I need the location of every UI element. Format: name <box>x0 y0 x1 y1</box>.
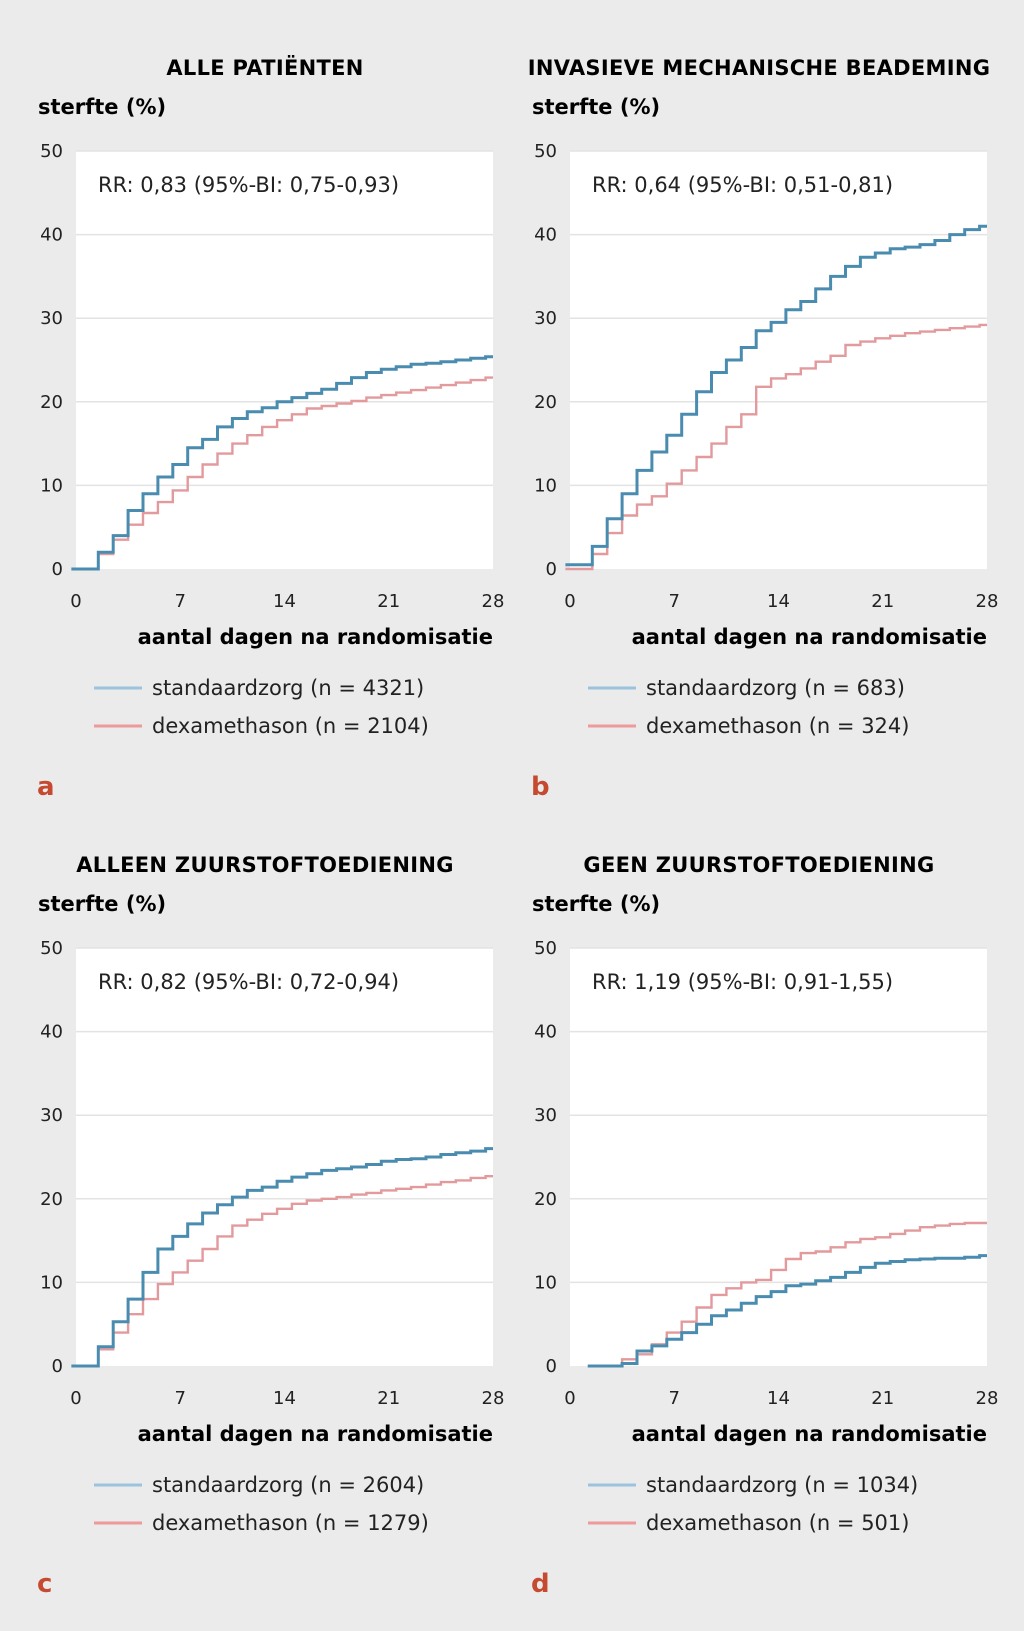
y-tick-label: 50 <box>40 938 63 959</box>
series-line-dexamethason <box>71 376 493 571</box>
x-tick-label: 7 <box>669 591 680 612</box>
plot-area <box>76 151 493 569</box>
panel-title: ALLE PATIËNTEN <box>166 55 363 80</box>
y-tick-label: 0 <box>52 1356 63 1377</box>
x-tick-label: 7 <box>175 591 186 612</box>
chart-panel-c: ALLEEN ZUURSTOFTOEDIENING sterfte (%) 0 10 2… <box>37 853 504 1599</box>
panel-title: GEEN ZUURSTOFTOEDIENING <box>583 853 934 877</box>
panel-title: INVASIEVE MECHANISCHE BEADEMING <box>528 56 991 80</box>
x-tick-label: 21 <box>871 1388 894 1409</box>
panel-letter: d <box>531 1569 550 1599</box>
series-line-standaardzorg <box>565 224 987 567</box>
x-tick-label: 28 <box>976 591 999 612</box>
legend-entry: standaardzorg (n = 1034) <box>646 1473 918 1497</box>
y-tick-label: 10 <box>534 1272 557 1293</box>
x-tick-label: 14 <box>767 591 790 612</box>
plot-area <box>76 948 493 1366</box>
plot-area <box>570 151 987 569</box>
x-tick-label: 7 <box>669 1388 680 1409</box>
legend-entry: standaardzorg (n = 683) <box>646 676 905 700</box>
x-axis-label: aantal dagen na randomisatie <box>138 625 493 649</box>
y-tick-label: 30 <box>40 1105 63 1126</box>
y-tick-label: 50 <box>534 141 557 162</box>
y-tick-label: 40 <box>40 225 63 246</box>
x-tick-label: 14 <box>273 591 296 612</box>
rr-annotation: RR: 1,19 (95%-BI: 0,91-1,55) <box>592 970 893 994</box>
y-tick-label: 40 <box>40 1022 63 1043</box>
y-tick-label: 10 <box>40 475 63 496</box>
y-tick-label: 20 <box>534 392 557 413</box>
x-tick-label: 14 <box>273 1388 296 1409</box>
rr-annotation: RR: 0,64 (95%-BI: 0,51-0,81) <box>592 173 893 197</box>
x-tick-label: 28 <box>482 591 505 612</box>
plot-area <box>570 948 987 1366</box>
y-tick-label: 20 <box>534 1189 557 1210</box>
y-tick-label: 0 <box>546 559 557 580</box>
y-tick-label: 40 <box>534 1022 557 1043</box>
panel-letter: c <box>37 1569 52 1599</box>
x-tick-label: 14 <box>767 1388 790 1409</box>
x-tick-label: 0 <box>70 1388 81 1409</box>
series-line-dexamethason <box>565 323 987 571</box>
x-tick-label: 21 <box>871 591 894 612</box>
legend-entry: dexamethason (n = 1279) <box>152 1511 429 1535</box>
chart-panel-b: INVASIEVE MECHANISCHE BEADEMING sterfte (… <box>528 56 999 802</box>
y-tick-label: 30 <box>40 308 63 329</box>
x-tick-label: 7 <box>175 1388 186 1409</box>
legend-entry: dexamethason (n = 501) <box>646 1511 909 1535</box>
y-tick-label: 0 <box>546 1356 557 1377</box>
panel-letter: b <box>531 772 550 802</box>
x-tick-label: 0 <box>70 591 81 612</box>
legend-entry: dexamethason (n = 324) <box>646 714 909 738</box>
rr-annotation: RR: 0,82 (95%-BI: 0,72-0,94) <box>98 970 399 994</box>
series-line-standaardzorg <box>71 1147 493 1368</box>
x-tick-label: 21 <box>377 1388 400 1409</box>
x-tick-label: 21 <box>377 591 400 612</box>
y-axis-label: sterfte (%) <box>38 892 166 916</box>
y-tick-label: 0 <box>52 559 63 580</box>
panel-letter: a <box>37 772 55 802</box>
y-axis-label: sterfte (%) <box>532 892 660 916</box>
y-tick-label: 20 <box>40 1189 63 1210</box>
x-tick-label: 0 <box>564 1388 575 1409</box>
y-tick-label: 10 <box>534 475 557 496</box>
series-line-dexamethason <box>71 1175 493 1368</box>
x-axis-label: aantal dagen na randomisatie <box>138 1422 493 1446</box>
legend-entry: standaardzorg (n = 2604) <box>152 1473 424 1497</box>
y-axis-label: sterfte (%) <box>38 95 166 119</box>
chart-panel-d: GEEN ZUURSTOFTOEDIENING sterfte (%) 0 10 20 3… <box>531 853 998 1599</box>
x-tick-label: 28 <box>976 1388 999 1409</box>
x-axis-label: aantal dagen na randomisatie <box>632 625 987 649</box>
series-line-standaardzorg <box>71 355 493 571</box>
y-tick-label: 50 <box>40 141 63 162</box>
rr-annotation: RR: 0,83 (95%-BI: 0,75-0,93) <box>98 173 399 197</box>
x-axis-label: aantal dagen na randomisatie <box>632 1422 987 1446</box>
panel-title: ALLEEN ZUURSTOFTOEDIENING <box>76 853 454 877</box>
legend-entry: dexamethason (n = 2104) <box>152 714 429 738</box>
legend-entry: standaardzorg (n = 4321) <box>152 676 424 700</box>
y-tick-label: 30 <box>534 1105 557 1126</box>
x-tick-label: 0 <box>564 591 575 612</box>
y-tick-label: 50 <box>534 938 557 959</box>
y-axis-label: sterfte (%) <box>532 95 660 119</box>
series-line-standaardzorg <box>587 1254 987 1368</box>
y-tick-label: 10 <box>40 1272 63 1293</box>
y-tick-label: 20 <box>40 392 63 413</box>
x-tick-label: 28 <box>482 1388 505 1409</box>
y-tick-label: 30 <box>534 308 557 329</box>
y-tick-label: 40 <box>534 225 557 246</box>
